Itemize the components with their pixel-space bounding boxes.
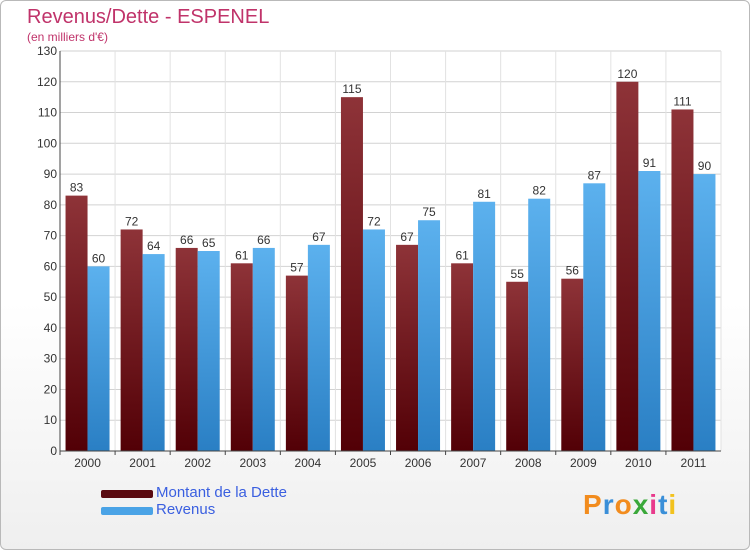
bar-revenus [528, 198, 551, 451]
data-label-revenus: 72 [367, 214, 381, 228]
data-label-revenus: 66 [257, 233, 271, 247]
legend-swatch-revenus [101, 507, 153, 515]
bar-debt [451, 263, 474, 451]
bar-debt [616, 81, 639, 452]
data-label-debt: 57 [290, 261, 304, 275]
y-tick-label: 40 [44, 321, 58, 335]
y-tick-label: 60 [44, 259, 58, 273]
chart-title: Revenus/Dette - ESPENEL [27, 6, 270, 28]
bar-revenus [638, 171, 661, 451]
logo-letter: i [649, 489, 659, 520]
data-label-revenus: 67 [312, 230, 326, 244]
bar-debt [396, 244, 419, 451]
data-label-debt: 111 [673, 94, 692, 108]
data-label-revenus: 75 [422, 205, 436, 219]
x-tick-label: 2011 [681, 456, 707, 470]
bar-revenus [583, 183, 606, 452]
x-tick-label: 2007 [460, 456, 487, 470]
data-label-revenus: 65 [202, 236, 216, 250]
y-tick-label: 80 [44, 198, 58, 212]
x-tick-label: 2002 [184, 456, 211, 470]
logo-letter: r [602, 489, 615, 520]
chart-subtitle: (en milliers d'€) [27, 30, 108, 44]
x-tick-label: 2004 [295, 456, 322, 470]
data-label-revenus: 60 [92, 251, 106, 265]
data-label-debt: 120 [617, 67, 637, 81]
x-tick-label: 2010 [625, 456, 652, 470]
bar-revenus [252, 247, 275, 451]
bar-revenus [87, 266, 110, 451]
bar-debt [120, 229, 143, 451]
bar-revenus [693, 174, 716, 452]
x-tick-label: 2009 [570, 456, 597, 470]
data-label-debt: 61 [455, 248, 469, 262]
y-tick-label: 50 [44, 290, 58, 304]
y-tick-label: 70 [44, 229, 58, 243]
data-label-revenus: 91 [643, 156, 657, 170]
data-label-revenus: 64 [147, 239, 161, 253]
bar-revenus [307, 244, 330, 451]
data-label-revenus: 82 [533, 184, 547, 198]
logo-letter: P [583, 489, 603, 520]
x-tick-label: 2008 [515, 456, 542, 470]
bar-debt [285, 275, 308, 451]
data-label-debt: 115 [342, 82, 361, 96]
y-tick-label: 0 [50, 444, 57, 458]
data-label-debt: 66 [180, 233, 194, 247]
bar-revenus [142, 254, 165, 451]
x-tick-label: 2001 [129, 456, 156, 470]
data-label-debt: 83 [70, 181, 84, 195]
bar-revenus [197, 251, 220, 451]
x-tick-label: 2005 [350, 456, 377, 470]
data-label-revenus: 81 [477, 187, 491, 201]
y-tick-label: 90 [44, 167, 58, 181]
legend-swatch-debt [101, 490, 153, 498]
legend-label-debt: Montant de la Dette [156, 484, 287, 501]
data-label-debt: 55 [511, 267, 525, 281]
data-label-revenus: 90 [698, 159, 712, 173]
data-label-debt: 56 [566, 264, 580, 278]
bar-revenus [418, 220, 441, 451]
y-tick-label: 120 [37, 75, 57, 89]
bar-revenus [473, 201, 496, 451]
bar-revenus [362, 229, 385, 451]
logo-letter: t [658, 489, 669, 520]
y-tick-label: 20 [44, 382, 58, 396]
y-tick-label: 100 [37, 136, 57, 150]
x-tick-label: 2003 [239, 456, 266, 470]
x-tick-label: 2006 [405, 456, 432, 470]
data-label-debt: 72 [125, 214, 139, 228]
bar-debt [506, 281, 529, 451]
bar-debt [671, 109, 694, 451]
y-tick-label: 130 [37, 44, 57, 58]
data-label-debt: 67 [400, 230, 414, 244]
y-tick-label: 110 [38, 106, 57, 120]
bar-debt [175, 247, 198, 451]
legend-label-revenus: Revenus [156, 501, 216, 518]
bar-debt [65, 195, 88, 451]
bar-debt [340, 97, 363, 452]
x-tick-label: 2000 [74, 456, 101, 470]
logo-letter: o [614, 489, 633, 520]
y-tick-label: 30 [44, 352, 58, 366]
data-label-debt: 61 [235, 248, 249, 262]
y-tick-label: 10 [44, 413, 58, 427]
logo-letter: i [668, 489, 678, 520]
data-label-revenus: 87 [588, 168, 602, 182]
bar-debt [561, 278, 584, 451]
logo-letter: x [632, 489, 650, 520]
bar-debt [230, 263, 253, 451]
proxiti-logo: Proxiti [583, 489, 677, 521]
